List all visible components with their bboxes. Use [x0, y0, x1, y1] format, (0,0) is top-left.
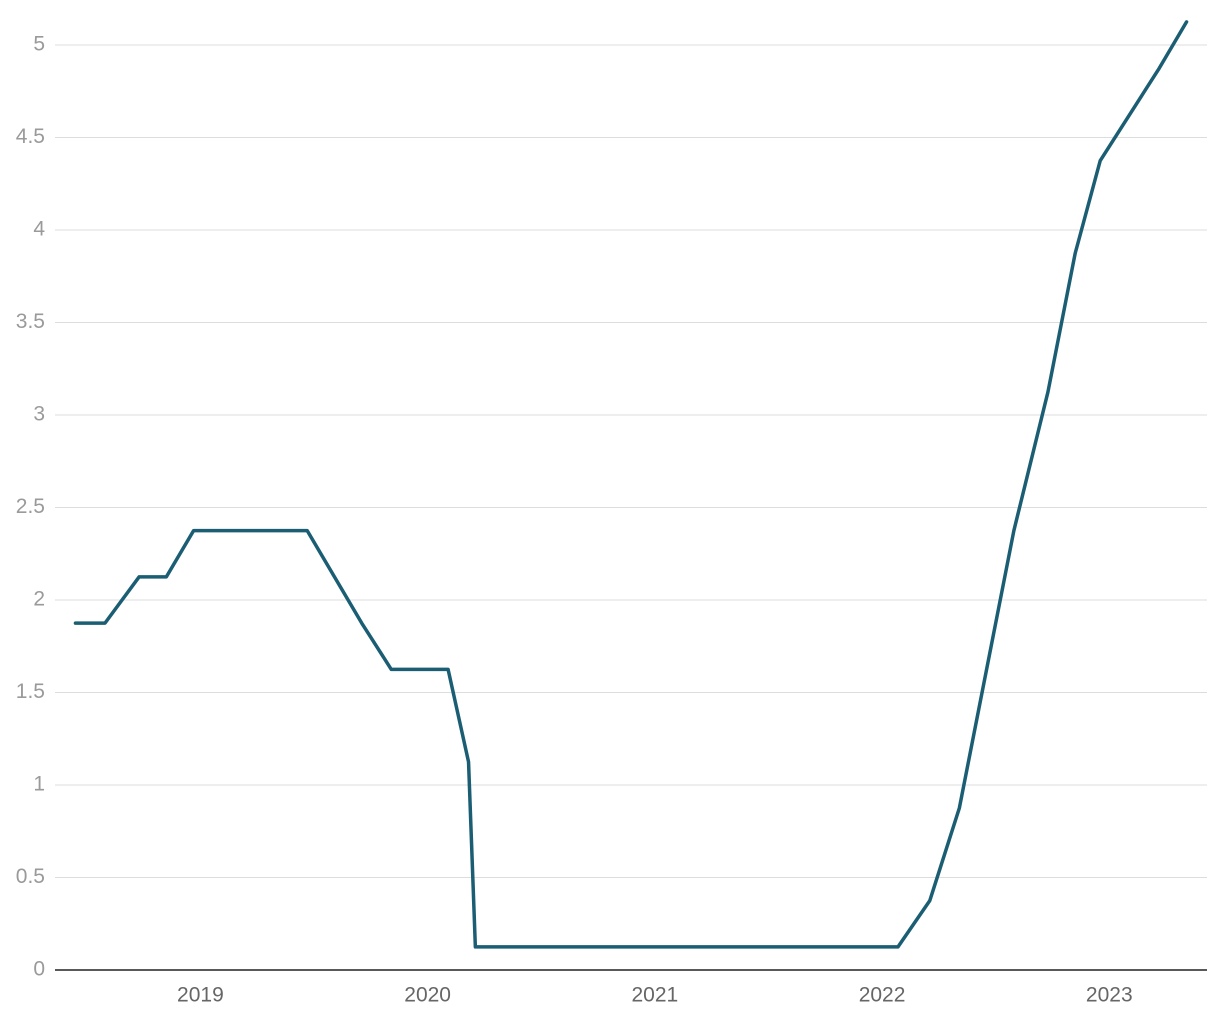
y-tick-label: 4.5 — [16, 125, 45, 148]
y-tick-label: 1 — [33, 773, 45, 796]
y-tick-label: 3 — [33, 403, 45, 426]
x-tick-label: 2021 — [631, 984, 678, 1007]
y-tick-label: 3.5 — [16, 310, 45, 333]
y-tick-label: 0.5 — [16, 865, 45, 888]
x-tick-label: 2020 — [404, 984, 451, 1007]
y-tick-label: 5 — [33, 33, 45, 56]
line-series — [73, 20, 1189, 949]
x-tick-label: 2023 — [1086, 984, 1133, 1007]
x-tick-label: 2019 — [177, 984, 224, 1007]
x-tick-label: 2022 — [859, 984, 906, 1007]
y-tick-label: 4 — [33, 218, 45, 241]
y-tick-label: 1.5 — [16, 680, 45, 703]
y-tick-label: 0 — [33, 958, 45, 981]
y-tick-label: 2 — [33, 588, 45, 611]
y-tick-label: 2.5 — [16, 495, 45, 518]
